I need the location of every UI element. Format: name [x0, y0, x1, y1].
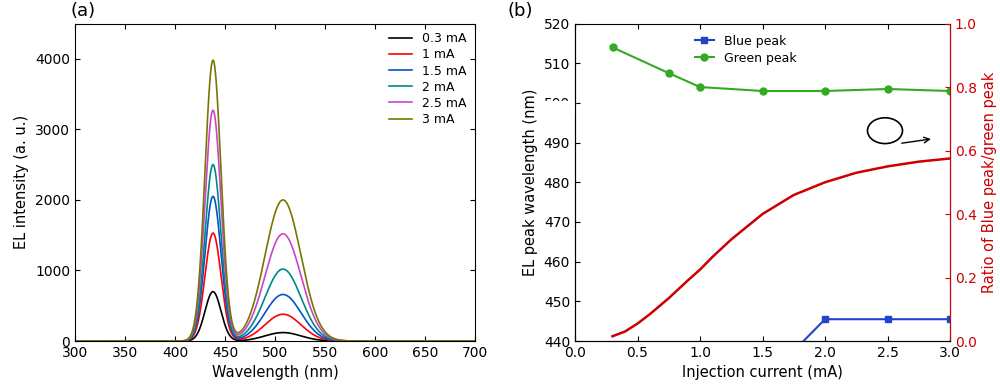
- 0.3 mA: [461, 339, 473, 343]
- 2 mA: [223, 311, 235, 316]
- Blue peak: [882, 317, 894, 321]
- 3 mA: [207, 58, 219, 62]
- 2 mA: [115, 339, 127, 343]
- 0.3 mA: [115, 339, 127, 343]
- 2.5 mA: [418, 339, 430, 343]
- 2 mA: [418, 339, 430, 343]
- Legend: Blue peak, Green peak: Blue peak, Green peak: [690, 30, 801, 69]
- 1 mA: [418, 339, 430, 343]
- 1 mA: [138, 339, 150, 343]
- Line: Green peak: Green peak: [609, 44, 953, 94]
- Line: 0.3 mA: 0.3 mA: [75, 292, 475, 341]
- 2 mA: [461, 339, 473, 343]
- Green peak: [694, 85, 706, 89]
- Legend: 0.3 mA, 1 mA, 1.5 mA, 2 mA, 2.5 mA, 3 mA: 0.3 mA, 1 mA, 1.5 mA, 2 mA, 2.5 mA, 3 mA: [387, 30, 469, 129]
- 3 mA: [418, 339, 430, 343]
- 1 mA: [69, 339, 81, 343]
- 1 mA: [461, 339, 473, 343]
- 1.5 mA: [69, 339, 81, 343]
- 2 mA: [69, 339, 81, 343]
- Green peak: [757, 89, 769, 93]
- 2 mA: [207, 162, 219, 167]
- Text: (a): (a): [71, 2, 96, 20]
- 1.5 mA: [240, 333, 252, 338]
- 3 mA: [469, 339, 481, 343]
- 3 mA: [115, 339, 127, 343]
- Green peak: [663, 71, 675, 76]
- Blue peak: [663, 370, 675, 375]
- 1.5 mA: [461, 339, 473, 343]
- 2.5 mA: [223, 302, 235, 307]
- Y-axis label: EL peak wavelength (nm): EL peak wavelength (nm): [523, 89, 538, 276]
- 1 mA: [223, 322, 235, 327]
- 3 mA: [223, 294, 235, 299]
- 2.5 mA: [138, 339, 150, 343]
- Blue peak: [694, 378, 706, 383]
- Line: Blue peak: Blue peak: [609, 316, 953, 386]
- Line: 2 mA: 2 mA: [75, 165, 475, 341]
- 2 mA: [469, 339, 481, 343]
- 1.5 mA: [223, 316, 235, 321]
- Blue peak: [819, 317, 831, 321]
- Y-axis label: Ratio of Blue peak/green peak: Ratio of Blue peak/green peak: [982, 72, 997, 293]
- Green peak: [607, 45, 619, 50]
- 2.5 mA: [461, 339, 473, 343]
- Blue peak: [944, 317, 956, 321]
- 3 mA: [69, 339, 81, 343]
- 2.5 mA: [469, 339, 481, 343]
- 1.5 mA: [207, 194, 219, 199]
- Line: 3 mA: 3 mA: [75, 60, 475, 341]
- 3 mA: [138, 339, 150, 343]
- Y-axis label: EL intensity (a. u.): EL intensity (a. u.): [14, 115, 29, 249]
- 1.5 mA: [469, 339, 481, 343]
- Text: (b): (b): [508, 2, 533, 20]
- Blue peak: [757, 380, 769, 385]
- 1.5 mA: [418, 339, 430, 343]
- 3 mA: [240, 322, 252, 327]
- 2 mA: [138, 339, 150, 343]
- 2.5 mA: [69, 339, 81, 343]
- Green peak: [819, 89, 831, 93]
- 1.5 mA: [115, 339, 127, 343]
- X-axis label: Injection current (mA): Injection current (mA): [682, 365, 843, 381]
- 0.3 mA: [469, 339, 481, 343]
- 1 mA: [207, 231, 219, 236]
- 1 mA: [240, 336, 252, 340]
- 2.5 mA: [115, 339, 127, 343]
- 2.5 mA: [207, 108, 219, 113]
- 0.3 mA: [138, 339, 150, 343]
- Line: 2.5 mA: 2.5 mA: [75, 110, 475, 341]
- 0.3 mA: [418, 339, 430, 343]
- 0.3 mA: [223, 331, 235, 336]
- 0.3 mA: [207, 289, 219, 294]
- Blue peak: [607, 354, 619, 359]
- X-axis label: Wavelength (nm): Wavelength (nm): [212, 365, 338, 381]
- Green peak: [882, 87, 894, 91]
- Bar: [538, 101, 575, 113]
- 2 mA: [240, 330, 252, 335]
- Line: 1 mA: 1 mA: [75, 233, 475, 341]
- Green peak: [944, 89, 956, 93]
- 1 mA: [115, 339, 127, 343]
- 0.3 mA: [240, 338, 252, 342]
- 0.3 mA: [69, 339, 81, 343]
- Line: 1.5 mA: 1.5 mA: [75, 196, 475, 341]
- 3 mA: [461, 339, 473, 343]
- 1.5 mA: [138, 339, 150, 343]
- 2.5 mA: [240, 326, 252, 330]
- 1 mA: [469, 339, 481, 343]
